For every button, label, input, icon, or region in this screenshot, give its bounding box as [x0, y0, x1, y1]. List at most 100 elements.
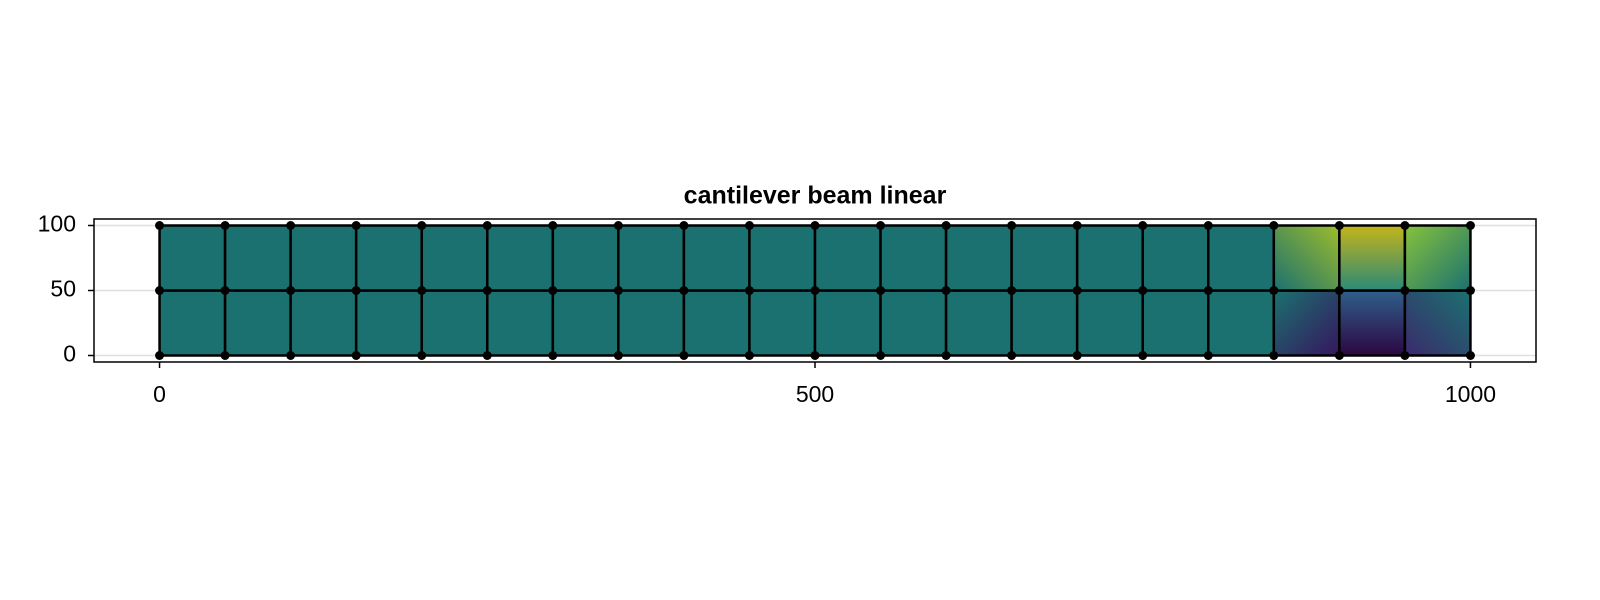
node [482, 286, 492, 295]
node [1072, 221, 1082, 230]
node [1072, 286, 1082, 295]
node [417, 221, 427, 230]
element [748, 289, 817, 357]
chart-title: cantilever beam linear [684, 182, 947, 210]
node [1465, 351, 1475, 360]
node [744, 221, 754, 230]
node [482, 221, 492, 230]
node [417, 286, 427, 295]
element [354, 224, 423, 292]
node [1400, 286, 1410, 295]
element [748, 224, 817, 292]
element [1010, 289, 1079, 357]
node [1138, 221, 1148, 230]
node [548, 351, 558, 360]
node [876, 221, 886, 230]
node [613, 221, 623, 230]
node [155, 221, 165, 230]
x-tick-label: 1000 [1445, 381, 1496, 407]
node [155, 351, 165, 360]
element [551, 224, 620, 292]
node [1072, 351, 1082, 360]
node [1400, 351, 1410, 360]
node [810, 221, 820, 230]
element [1075, 224, 1144, 292]
element [289, 289, 358, 357]
node [1465, 286, 1475, 295]
node [1269, 286, 1279, 295]
node [1203, 286, 1213, 295]
y-tick-label: 0 [63, 341, 76, 367]
element [1272, 289, 1341, 357]
node [1465, 221, 1475, 230]
element [617, 289, 686, 357]
node [810, 286, 820, 295]
element [879, 224, 948, 292]
element [617, 224, 686, 292]
node [679, 351, 689, 360]
element [1272, 224, 1341, 292]
element [158, 289, 227, 357]
y-tick-label: 100 [38, 211, 76, 237]
node [548, 286, 558, 295]
element [1207, 289, 1276, 357]
element [486, 224, 555, 292]
node [286, 221, 296, 230]
element [1141, 224, 1210, 292]
x-tick-label: 500 [796, 381, 834, 407]
node [1400, 221, 1410, 230]
element [879, 289, 948, 357]
node [220, 351, 230, 360]
node [941, 286, 951, 295]
element [1403, 289, 1472, 357]
element [1075, 289, 1144, 357]
node [351, 286, 361, 295]
node [286, 286, 296, 295]
node [744, 351, 754, 360]
node [613, 351, 623, 360]
node [548, 221, 558, 230]
element [1403, 224, 1472, 292]
element [813, 289, 882, 357]
node [613, 286, 623, 295]
element [420, 224, 489, 292]
node [1203, 351, 1213, 360]
node [1007, 351, 1017, 360]
node [1007, 286, 1017, 295]
node [1334, 221, 1344, 230]
node [941, 351, 951, 360]
node [1138, 351, 1148, 360]
node [351, 351, 361, 360]
element [1207, 224, 1276, 292]
x-tick-label: 0 [153, 381, 166, 407]
element [1141, 289, 1210, 357]
element [486, 289, 555, 357]
node [1334, 351, 1344, 360]
node [220, 286, 230, 295]
node [876, 286, 886, 295]
node [810, 351, 820, 360]
plot-frame [93, 218, 1537, 363]
node [941, 221, 951, 230]
node [220, 221, 230, 230]
element [1338, 224, 1407, 292]
node [1203, 221, 1213, 230]
node [286, 351, 296, 360]
element [1010, 224, 1079, 292]
element [551, 289, 620, 357]
node [1007, 221, 1017, 230]
y-tick-label: 50 [50, 276, 76, 302]
element [289, 224, 358, 292]
node [679, 221, 689, 230]
node [1138, 286, 1148, 295]
node [1334, 286, 1344, 295]
element [682, 289, 751, 357]
node [1269, 351, 1279, 360]
element [354, 289, 423, 357]
node [417, 351, 427, 360]
element [682, 224, 751, 292]
element [813, 224, 882, 292]
element [223, 289, 292, 357]
element [944, 224, 1013, 292]
